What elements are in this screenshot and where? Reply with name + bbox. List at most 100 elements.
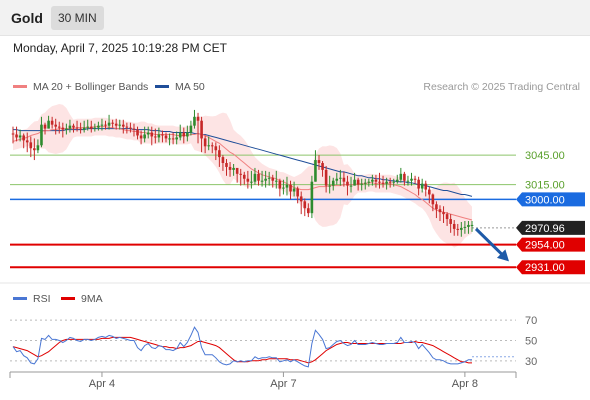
candle-body — [186, 132, 189, 137]
level-label-3045.00: 3045.00 — [525, 150, 565, 162]
candle-body — [299, 196, 303, 202]
candle-body — [360, 183, 363, 185]
candle-body — [47, 120, 50, 129]
candle-body — [367, 181, 371, 183]
candle-body — [324, 169, 328, 186]
level-label-3015.00: 3015.00 — [525, 180, 565, 192]
candle-body — [125, 126, 129, 128]
candle-body — [246, 178, 250, 182]
candle-body — [282, 187, 285, 189]
candle-body — [410, 178, 413, 181]
candle-body — [260, 180, 264, 182]
candle-body — [449, 219, 452, 224]
candle-body — [82, 127, 86, 130]
forecast-arrow-head — [496, 249, 509, 262]
candle-body — [424, 183, 428, 190]
candle-body — [392, 181, 396, 183]
candle-body — [214, 146, 218, 151]
candle-body — [420, 183, 424, 189]
top-bar: Gold 30 MIN — [0, 0, 590, 36]
candle-body — [335, 178, 339, 181]
candle-body — [442, 212, 445, 215]
candle-body — [136, 129, 139, 136]
candle-body — [65, 128, 68, 130]
candle-body — [22, 135, 25, 141]
level-label-2954.00: 2954.00 — [525, 240, 565, 252]
candle-body — [104, 124, 107, 126]
candle-body — [89, 126, 93, 129]
candle-body — [264, 178, 267, 181]
candle-body — [193, 116, 196, 126]
candle-body — [43, 124, 47, 129]
candle-body — [403, 173, 406, 181]
time-tick-label: Apr 4 — [89, 378, 115, 390]
candle-body — [178, 132, 182, 138]
chart-datetime: Monday, April 7, 2025 10:19:28 PM CET — [13, 41, 227, 55]
bollinger-band — [13, 104, 472, 248]
candle-body — [285, 184, 289, 188]
ma50-line — [13, 128, 473, 197]
candle-body — [267, 177, 271, 179]
rsi-panel: 70 50 30 Apr 4 Apr 7 Apr 8 — [9, 315, 537, 390]
research-credit: Research © 2025 Trading Central — [423, 81, 580, 93]
candle-body — [196, 116, 200, 121]
rsi-ma-legend-label: 9MA — [81, 293, 103, 305]
candle-body — [200, 120, 203, 139]
candle-body — [349, 185, 353, 187]
candle-body — [395, 179, 399, 182]
time-tick-label: Apr 7 — [270, 378, 296, 390]
candle-body — [467, 224, 470, 227]
candle-body — [161, 134, 164, 136]
candle-body — [75, 127, 79, 129]
candle-body — [93, 127, 97, 129]
candle-body — [257, 173, 260, 181]
candle-body — [146, 132, 150, 135]
candle-body — [460, 227, 463, 230]
ma20-line — [12, 126, 473, 221]
candle-body — [189, 125, 193, 133]
level-label-3000.00: 3000.00 — [525, 194, 565, 206]
candle-body — [331, 180, 335, 186]
timeframe-button[interactable]: 30 MIN — [51, 6, 104, 30]
candle-body — [435, 204, 438, 210]
candle-body — [36, 145, 40, 151]
candle-body — [15, 134, 18, 138]
candle-body — [33, 148, 36, 151]
candle-body — [111, 122, 114, 124]
candle-body — [388, 181, 392, 183]
last-price-label: 2970.96 — [525, 223, 565, 235]
candle-body — [321, 163, 324, 170]
candle-body — [114, 123, 118, 126]
candle-body — [428, 189, 431, 195]
candle-body — [122, 124, 125, 127]
candle-body — [456, 228, 460, 230]
candle-body — [129, 127, 132, 129]
candle-body — [175, 137, 178, 140]
candle-body — [164, 135, 168, 139]
candle-body — [445, 214, 449, 220]
candle-body — [157, 134, 161, 138]
candle-body — [232, 167, 235, 170]
candle-body — [207, 145, 210, 147]
candle-body — [100, 124, 104, 126]
candle-body — [210, 145, 214, 147]
candle-body — [470, 224, 474, 226]
candle-body — [11, 133, 15, 135]
rsi-tick-label: 30 — [525, 356, 537, 368]
candle-body — [381, 182, 385, 184]
last-price-tag — [516, 220, 585, 235]
candle-body — [18, 135, 22, 138]
candle-body — [235, 167, 239, 174]
candle-body — [353, 179, 356, 186]
forecast-arrow — [474, 227, 506, 259]
candle-body — [54, 124, 57, 127]
candle-body — [25, 140, 29, 143]
candle-body — [363, 182, 367, 184]
candle-body — [250, 181, 253, 183]
candle-body — [317, 160, 321, 164]
candle-body — [203, 138, 207, 147]
candle-body — [371, 179, 374, 182]
candle-body — [342, 177, 346, 182]
candle-body — [171, 138, 175, 140]
